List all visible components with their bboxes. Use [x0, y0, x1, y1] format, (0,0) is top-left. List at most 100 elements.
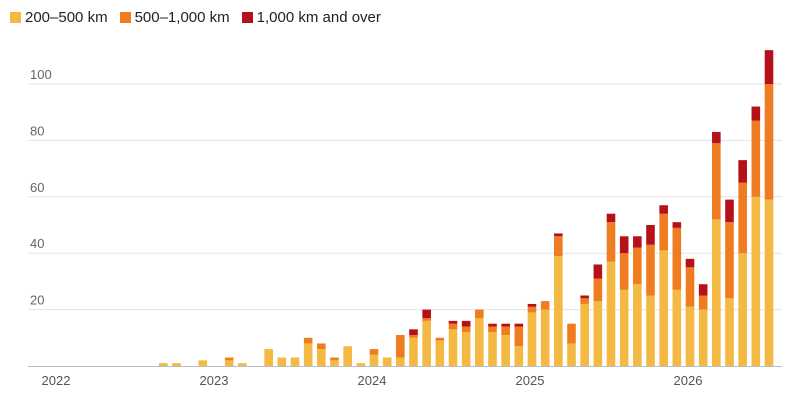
bar-2024-09-series-1: [475, 309, 484, 319]
bar-2023-03-series-0: [238, 363, 247, 366]
bar-2025-12-series-0: [672, 289, 682, 366]
bar-2023-12-series-0: [356, 363, 366, 366]
bar-2025-09-series-1: [633, 247, 642, 285]
bar-2025-01-series-2: [527, 303, 537, 307]
bar-2026-05-series-0: [738, 253, 747, 366]
bar-2025-01-series-0: [527, 312, 537, 366]
bar-2025-03-series-2: [554, 233, 563, 237]
bar-2025-05-series-0: [580, 303, 589, 366]
legend-label-1000-plus: 1,000 km and over: [256, 8, 381, 26]
bar-2023-09-series-1: [317, 343, 326, 350]
bar-2026-06-series-1: [751, 120, 761, 197]
chart-legend: 200–500 km 500–1,000 km 1,000 km and ove…: [10, 6, 381, 28]
bar-2024-05-series-2: [422, 309, 431, 319]
bar-2025-08-series-0: [619, 289, 629, 366]
bar-2026-02-series-0: [698, 309, 708, 366]
x-tick-label-2026: 2026: [674, 373, 703, 388]
x-tick-label-2025: 2025: [516, 373, 545, 388]
bar-2024-12-series-0: [514, 346, 524, 366]
bar-2022-12-series-0: [198, 360, 208, 366]
bar-2025-11-series-0: [659, 250, 668, 366]
x-tick-label-2024: 2024: [358, 373, 387, 388]
bar-2025-03-series-1: [554, 236, 563, 257]
bar-2023-08-series-0: [303, 343, 313, 366]
bar-2026-06-series-0: [751, 196, 761, 366]
bar-2026-03-series-1: [712, 143, 721, 220]
bar-2023-02-series-0: [224, 360, 234, 366]
bar-2025-05-series-1: [580, 298, 589, 304]
bar-2024-08-series-2: [461, 320, 471, 327]
bar-2024-10-series-1: [488, 326, 497, 333]
bar-2026-06-series-2: [751, 106, 761, 121]
legend-swatch-200-500: [10, 11, 21, 23]
bar-2025-02-series-1: [540, 301, 550, 310]
bar-2025-05-series-2: [580, 295, 589, 299]
bar-2025-07-series-2: [606, 213, 616, 223]
bar-2025-03-series-0: [554, 256, 563, 366]
bar-2026-07-series-2: [764, 50, 774, 84]
bar-2022-09-series-0: [159, 363, 168, 366]
bar-2026-07-series-1: [764, 84, 774, 200]
bar-2024-08-series-1: [461, 326, 471, 333]
bar-2025-08-series-2: [619, 236, 629, 254]
bar-2024-10-series-2: [488, 323, 497, 327]
legend-label-200-500: 200–500 km: [25, 8, 108, 26]
bar-2024-04-series-2: [409, 329, 418, 335]
bar-2024-02-series-0: [382, 357, 392, 366]
bar-2025-06-series-2: [593, 264, 603, 279]
bar-2025-10-series-1: [646, 244, 655, 296]
bar-2025-11-series-1: [659, 213, 668, 251]
bar-2026-04-series-1: [725, 222, 734, 299]
bar-2025-04-series-1: [567, 323, 576, 344]
y-tick-label-20: 20: [30, 293, 44, 308]
bar-2023-08-series-1: [303, 337, 313, 344]
bar-2026-05-series-2: [738, 160, 747, 183]
x-tick-label-2023: 2023: [200, 373, 229, 388]
bar-2024-06-series-1: [435, 337, 445, 341]
bar-2025-08-series-1: [619, 253, 629, 290]
bar-2024-05-series-1: [422, 318, 431, 321]
legend-item-1000-plus: 1,000 km and over: [241, 8, 381, 26]
bar-2024-07-series-0: [448, 329, 458, 366]
y-tick-label-80: 80: [30, 123, 44, 138]
bar-2025-07-series-0: [606, 261, 616, 366]
legend-swatch-1000-plus: [241, 11, 253, 23]
bar-2024-06-series-0: [435, 340, 445, 366]
bar-2025-10-series-0: [646, 295, 655, 366]
bar-2025-12-series-1: [672, 227, 682, 290]
bar-2024-01-series-0: [369, 354, 379, 366]
bar-2024-12-series-2: [514, 323, 524, 327]
bar-2024-07-series-2: [448, 320, 458, 324]
bar-2023-02-series-1: [224, 357, 234, 361]
bar-2024-04-series-0: [409, 337, 418, 366]
legend-item-200-500: 200–500 km: [10, 9, 108, 26]
bar-2023-11-series-0: [343, 346, 352, 366]
y-tick-label-100: 100: [30, 67, 52, 82]
bar-2023-05-series-0: [264, 349, 273, 366]
bar-2024-11-series-1: [501, 326, 510, 335]
bar-2023-06-series-0: [277, 357, 287, 366]
bar-2024-01-series-1: [369, 349, 379, 355]
bar-2024-04-series-1: [409, 334, 418, 338]
bar-2026-04-series-0: [725, 298, 734, 366]
bar-2022-10-series-0: [172, 363, 181, 366]
bar-2024-07-series-1: [448, 323, 458, 330]
y-tick-label-60: 60: [30, 180, 44, 195]
bar-2024-08-series-0: [461, 332, 471, 366]
bar-2025-06-series-0: [593, 301, 603, 366]
bar-2025-12-series-2: [672, 222, 682, 228]
bar-2026-02-series-1: [698, 295, 708, 310]
bar-2025-11-series-2: [659, 205, 668, 214]
bar-2025-07-series-1: [606, 222, 616, 262]
bar-2025-01-series-1: [527, 306, 537, 313]
bar-2025-09-series-2: [633, 236, 642, 248]
legend-swatch-500-1000: [119, 11, 131, 23]
bar-2026-01-series-0: [685, 306, 695, 366]
bar-2024-03-series-1: [396, 334, 405, 358]
bar-2023-10-series-0: [330, 360, 339, 366]
bar-2025-04-series-0: [567, 343, 576, 366]
bar-2026-02-series-2: [698, 284, 708, 296]
bar-2026-07-series-0: [764, 199, 774, 366]
bar-2024-11-series-2: [501, 323, 510, 327]
